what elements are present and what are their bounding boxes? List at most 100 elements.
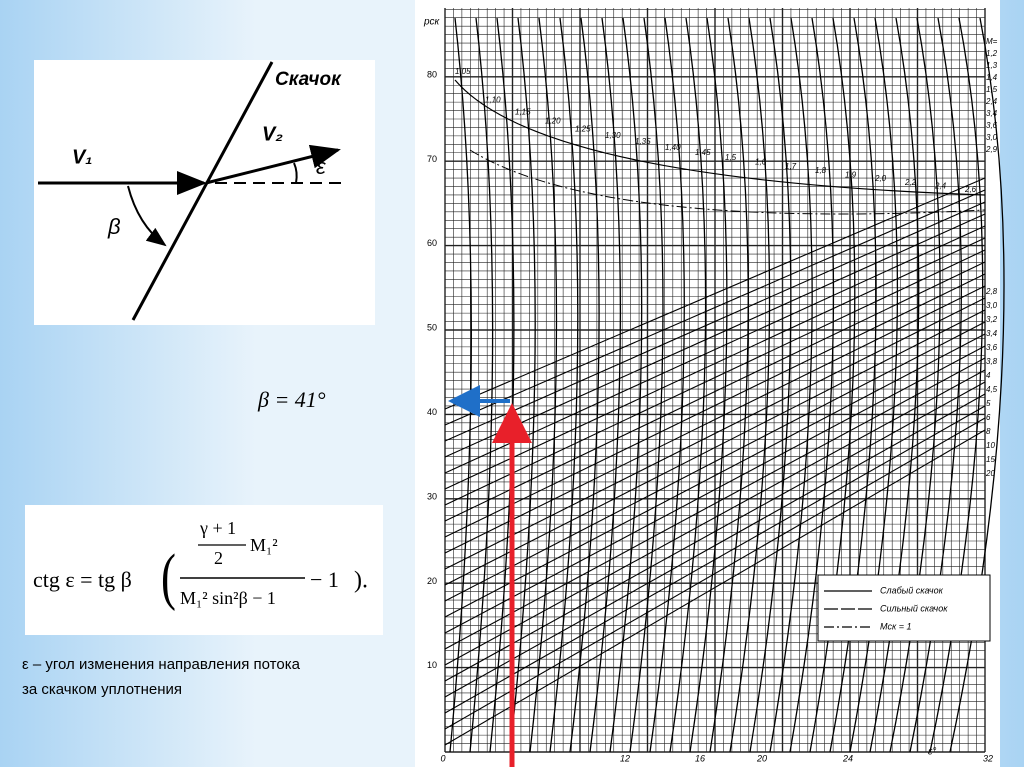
curve-label: 1,9 bbox=[845, 170, 857, 179]
right-label: 3,0 bbox=[986, 301, 998, 310]
v2-label: V₂ bbox=[262, 123, 283, 145]
x-tick-label: 0 bbox=[440, 753, 445, 763]
right-label: 1,3 bbox=[986, 61, 998, 70]
curve-label: 1,10 bbox=[485, 96, 501, 105]
right-label: 4,5 bbox=[986, 385, 998, 394]
curve bbox=[469, 17, 494, 753]
formula-panel bbox=[25, 505, 383, 635]
curve bbox=[769, 17, 813, 753]
boundary-curve bbox=[454, 79, 986, 196]
curve bbox=[444, 297, 986, 570]
curve bbox=[709, 17, 749, 753]
epsilon-label: ε bbox=[316, 154, 326, 179]
x-tick-label: 20 bbox=[756, 753, 767, 763]
curve bbox=[489, 17, 515, 753]
caption-line: за скачком уплотнения bbox=[22, 681, 182, 698]
y-tick-label: 80 bbox=[427, 69, 437, 79]
right-label: 3,2 bbox=[986, 315, 998, 324]
x-tick-label: 12 bbox=[620, 753, 630, 763]
right-label: 6 bbox=[986, 413, 991, 422]
right-label: 1,5 bbox=[986, 85, 998, 94]
curve bbox=[444, 261, 986, 522]
curve-label: 1,6 bbox=[755, 158, 767, 167]
right-label: 3,0 bbox=[986, 133, 998, 142]
right-label: 1,2 bbox=[986, 49, 998, 58]
right-label: 5 bbox=[986, 399, 991, 408]
curve-label: 2,4 bbox=[934, 182, 947, 191]
right-label: 20 bbox=[985, 469, 995, 478]
beta-label: β bbox=[107, 214, 121, 239]
curve bbox=[789, 17, 835, 753]
v1-label: V₁ bbox=[72, 146, 92, 168]
curve-label: 1,35 bbox=[635, 137, 651, 146]
curve bbox=[529, 17, 558, 753]
right-label: 3,4 bbox=[986, 329, 998, 338]
diagram-panel bbox=[34, 60, 375, 325]
formula: ctg ε = tg β ( γ + 1 2 M₁² M₁² sin²β − 1… bbox=[25, 505, 383, 635]
axis-label: ε° bbox=[928, 747, 936, 758]
x-tick-label: 24 bbox=[842, 753, 853, 763]
right-label: 3,4 bbox=[986, 109, 998, 118]
curve bbox=[444, 357, 986, 650]
y-tick-label: 20 bbox=[427, 576, 437, 586]
y-tick-label: 60 bbox=[427, 238, 437, 248]
curve bbox=[444, 321, 986, 602]
right-label: 3,6 bbox=[986, 121, 998, 130]
curve-label: 1,15 bbox=[515, 108, 531, 117]
legend-label: Mск = 1 bbox=[880, 621, 912, 631]
curve-label: 2,0 bbox=[874, 174, 887, 183]
curve bbox=[444, 237, 986, 490]
y-tick-label: 70 bbox=[427, 154, 437, 164]
curve bbox=[609, 17, 643, 753]
curve-label: 1,45 bbox=[695, 148, 711, 157]
curve bbox=[444, 381, 986, 682]
formula-num-m: M₁² bbox=[250, 535, 278, 555]
curve bbox=[649, 17, 685, 753]
right-label: 2,9 bbox=[985, 145, 998, 154]
legend-label: Слабый скачок bbox=[880, 585, 944, 595]
right-label: M= bbox=[986, 37, 998, 46]
shock-label: Скачок bbox=[275, 69, 342, 90]
v2-arrow bbox=[205, 144, 341, 185]
formula-lhs: ctg ε = tg β bbox=[33, 567, 132, 592]
right-label: 3,6 bbox=[986, 343, 998, 352]
y-tick-label: 50 bbox=[427, 323, 437, 333]
curve-label: 1,20 bbox=[545, 117, 561, 126]
curve bbox=[444, 405, 986, 714]
x-tick-label: 16 bbox=[695, 753, 705, 763]
right-label: 4 bbox=[986, 371, 991, 380]
nomogram: 80 70 60 50 40 30 20 10 0 12 16 20 24 32 pск ε° 1,05 1,10… bbox=[415, 0, 1005, 767]
right-label: 10 bbox=[986, 441, 995, 450]
epsilon-arc bbox=[293, 162, 298, 184]
beta-value: β = 41° bbox=[257, 387, 326, 412]
curve bbox=[444, 429, 986, 746]
curve-label: 1,05 bbox=[455, 67, 471, 76]
curve bbox=[629, 17, 664, 753]
curve bbox=[444, 177, 986, 410]
formula-end: ). bbox=[354, 568, 368, 594]
curve bbox=[444, 225, 986, 474]
curve bbox=[444, 285, 986, 554]
right-label: 2,8 bbox=[985, 287, 998, 296]
legend-label: Сильный скачок bbox=[880, 603, 948, 613]
curve bbox=[444, 273, 986, 538]
curve bbox=[444, 309, 986, 586]
y-tick-label: 30 bbox=[427, 491, 437, 501]
y-tick-label: 10 bbox=[427, 660, 437, 670]
curve bbox=[444, 417, 986, 730]
formula-num-top: γ + 1 bbox=[199, 518, 236, 538]
curve bbox=[689, 17, 728, 753]
curve bbox=[444, 345, 986, 634]
curve-label: 1,40 bbox=[665, 143, 681, 152]
right-label: 2,4 bbox=[985, 97, 998, 106]
nomogram-panel bbox=[415, 0, 1000, 767]
right-label: 15 bbox=[986, 455, 995, 464]
boundary-curve bbox=[469, 149, 986, 215]
right-label: 8 bbox=[986, 427, 991, 436]
curve bbox=[589, 17, 622, 753]
formula-denominator: M₁² sin²β − 1 bbox=[180, 588, 276, 608]
curve-label: 1,8 bbox=[815, 166, 827, 175]
x-tick-label: 32 bbox=[983, 753, 993, 763]
curve-label: 1,7 bbox=[785, 162, 797, 171]
